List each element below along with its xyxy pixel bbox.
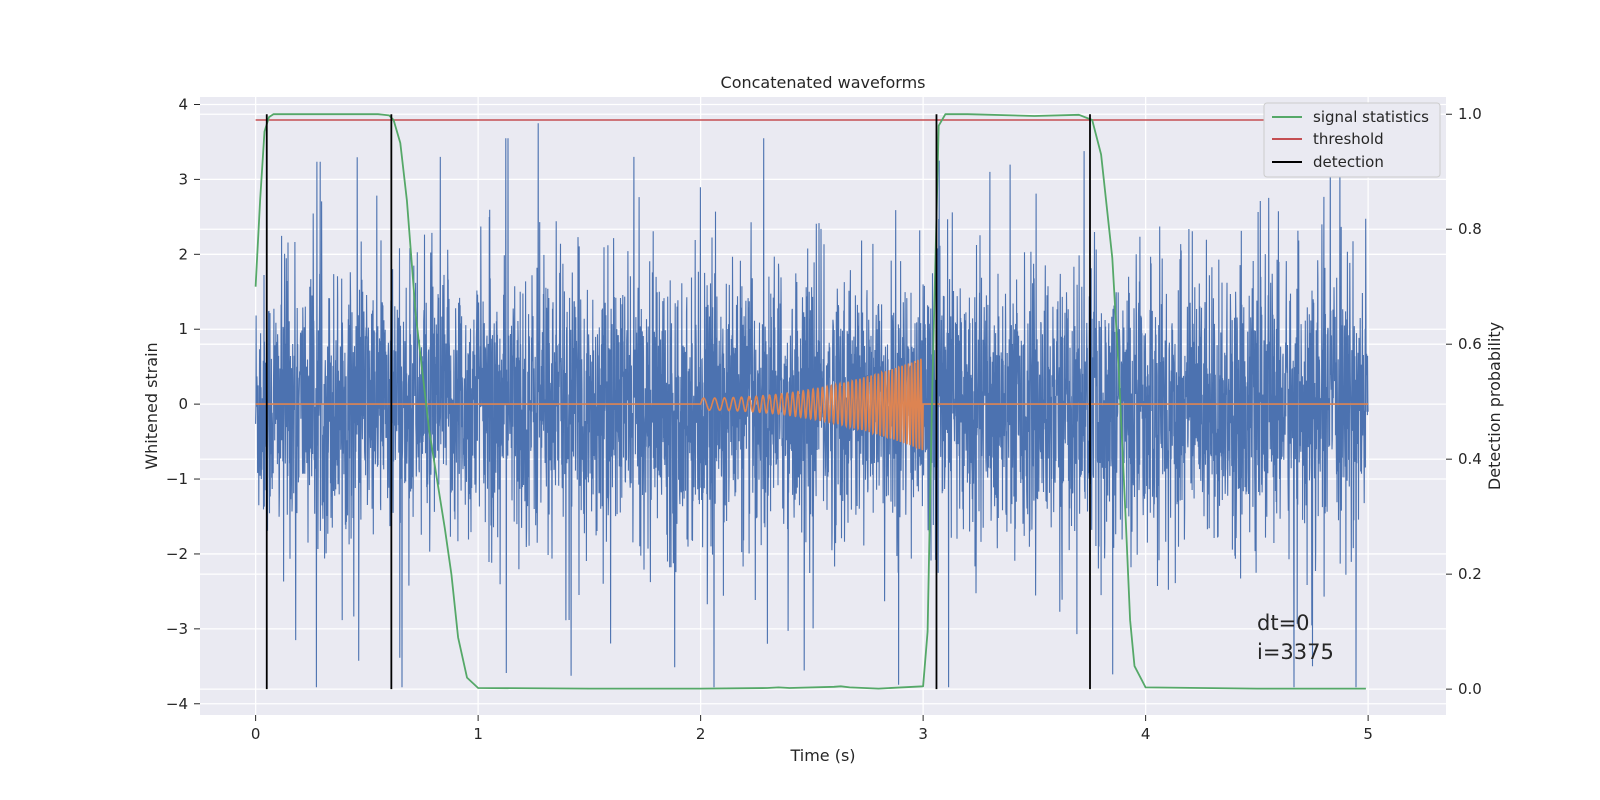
chirp-series xyxy=(255,358,1369,451)
y-tick-label-0: −4 xyxy=(166,695,188,713)
x-tick-label-2: 2 xyxy=(696,725,706,743)
annotation-dt: dt=0 xyxy=(1257,611,1310,635)
y-axis-title: Whitened strain xyxy=(142,342,161,469)
y-tick-label-4: 0 xyxy=(178,395,188,413)
chirp-line xyxy=(255,358,1369,451)
signal-statistics-series xyxy=(254,113,1366,690)
noise-series xyxy=(255,123,1369,688)
y2-tick-label-0: 0.0 xyxy=(1458,680,1482,698)
y-tick-label-5: 1 xyxy=(178,320,188,338)
x-tick-label-1: 1 xyxy=(473,725,483,743)
y2-tick-label-4: 0.8 xyxy=(1458,220,1482,238)
x-tick-label-4: 4 xyxy=(1141,725,1151,743)
y2-tick-label-3: 0.6 xyxy=(1458,335,1482,353)
y2-tick-label-5: 1.0 xyxy=(1458,105,1482,123)
noise-line xyxy=(255,123,1369,688)
y-tick-label-1: −3 xyxy=(166,620,188,638)
x-tick-label-5: 5 xyxy=(1363,725,1373,743)
legend: signal statistics threshold detection xyxy=(1263,102,1441,178)
y-tick-label-2: −2 xyxy=(166,545,188,563)
legend-label-detection: detection xyxy=(1313,153,1384,171)
legend-box xyxy=(1263,102,1441,178)
legend-label-signal-statistics: signal statistics xyxy=(1313,108,1429,126)
x-axis-title: Time (s) xyxy=(789,746,855,765)
y-tick-label-7: 3 xyxy=(178,170,188,188)
x-tick-label-3: 3 xyxy=(918,725,928,743)
signal-statistics-line xyxy=(254,113,1366,690)
y2-axis-title: Detection probability xyxy=(1485,322,1504,490)
annotation-index: i=3375 xyxy=(1257,640,1334,664)
y-tick-label-3: −1 xyxy=(166,470,188,488)
axis-ticks: 0 1 2 3 4 5 −4 −3 −2 −1 0 1 2 3 4 0.0 0.2 0.4 0.6 0.8 1.0 xyxy=(166,95,1482,743)
y2-tick-label-2: 0.4 xyxy=(1458,450,1482,468)
y2-tick-label-1: 0.2 xyxy=(1458,565,1482,583)
detection-series xyxy=(265,114,1091,690)
x-tick-label-0: 0 xyxy=(251,725,261,743)
y-tick-label-8: 4 xyxy=(178,95,188,113)
legend-label-threshold: threshold xyxy=(1313,130,1384,148)
y-tick-label-6: 2 xyxy=(178,245,188,263)
chart-title: Concatenated waveforms xyxy=(721,73,926,92)
